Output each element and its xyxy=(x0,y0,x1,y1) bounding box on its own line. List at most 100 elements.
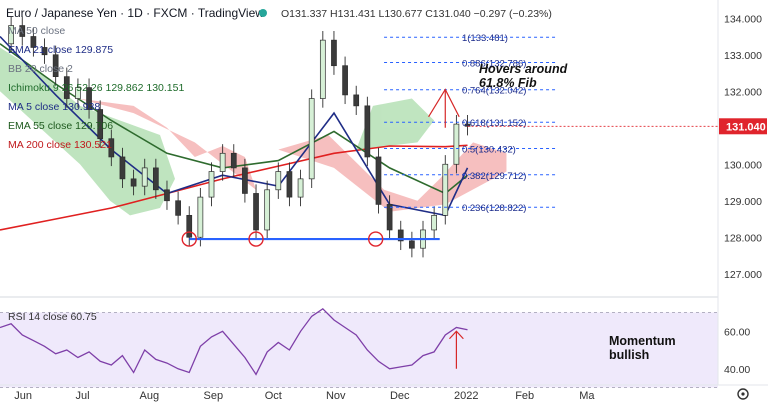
candle-body xyxy=(364,105,371,158)
rsi-legend: RSI 14 close 60.75 xyxy=(8,311,97,323)
price-tick-label: 134.000 xyxy=(724,13,762,25)
time-tick-label: Dec xyxy=(390,390,410,402)
ichimoku-cloud xyxy=(0,47,507,216)
candle-body xyxy=(52,54,59,77)
time-tick-label: Oct xyxy=(265,390,282,402)
indicator-legend: MA 200 close 130.521 xyxy=(8,139,112,151)
candle-body xyxy=(386,204,393,231)
time-tick-label: Sep xyxy=(204,390,224,402)
candle-body xyxy=(41,47,48,56)
fib-level-label: 0.5(130.432) xyxy=(462,144,516,155)
rsi-tick-label: 40.00 xyxy=(724,364,750,376)
candle-body xyxy=(264,189,271,231)
candle-body xyxy=(97,109,104,140)
symbol-title: Euro / Japanese Yen · 1D · FXCM · Tradin… xyxy=(6,6,264,20)
time-tick-label: Nov xyxy=(326,390,346,402)
indicator-legend: EMA 55 close 129.706 xyxy=(8,120,113,132)
candle-body xyxy=(8,25,14,45)
candle-body xyxy=(342,65,348,96)
candle-body xyxy=(75,87,81,99)
candle-body xyxy=(431,215,437,231)
rsi-annotation-line: bullish xyxy=(609,348,649,362)
candle-body xyxy=(186,215,193,238)
candle-body xyxy=(208,171,215,198)
indicator-legend: BB 20 close 2 xyxy=(8,63,73,75)
rsi-arrow-head xyxy=(449,330,464,340)
price-tick-label: 128.000 xyxy=(724,232,762,244)
time-tick-label: Feb xyxy=(515,390,534,402)
candle-body xyxy=(442,163,449,216)
price-tick-label: 127.000 xyxy=(724,269,762,281)
candle-body xyxy=(230,152,237,169)
fib-level-label: 0.886(132.786) xyxy=(462,59,526,70)
candle-body xyxy=(141,167,148,187)
candle-body xyxy=(19,25,26,37)
gear-hub xyxy=(741,392,745,396)
series-ma-200 xyxy=(0,144,468,231)
gear-ring xyxy=(737,388,749,400)
price-tick-label: 132.000 xyxy=(724,86,762,98)
status-dot xyxy=(259,9,267,17)
cloud-bullish-b xyxy=(356,98,435,150)
candle-body xyxy=(30,36,37,48)
fib-level-label: 0.382(129.712) xyxy=(462,171,526,182)
candle-body xyxy=(130,178,137,187)
candle-body xyxy=(397,229,404,242)
time-tick-label: Jun xyxy=(14,390,32,402)
time-tick-label: Aug xyxy=(139,390,159,402)
candle-body xyxy=(353,94,360,107)
ohlc-values: O131.337 H131.431 L130.677 C131.040 −0.2… xyxy=(281,8,552,20)
fib-level-label: 1(133.481) xyxy=(462,33,508,44)
price-badge-text: 131.040 xyxy=(726,121,766,133)
support-touch-circle xyxy=(367,231,384,247)
rsi-tick-label: 60.00 xyxy=(724,326,750,338)
price-tick-label: 129.000 xyxy=(724,196,762,208)
support-touch-circle xyxy=(248,231,264,247)
series-ema-21 xyxy=(0,35,469,217)
candle-body xyxy=(319,39,326,99)
price-tick-label: 133.000 xyxy=(724,50,762,62)
time-tick-label: Jul xyxy=(75,390,89,402)
series-ema-55 xyxy=(0,43,469,195)
candle-body xyxy=(63,76,70,99)
candle-body xyxy=(331,39,337,67)
candle-body xyxy=(164,189,170,202)
indicator-legend: Ichimoku 9 26 52 26 129.862 130.151 xyxy=(8,82,184,94)
candle-body xyxy=(297,178,304,198)
cloud-bearish-b xyxy=(278,135,507,212)
candle-body xyxy=(286,171,293,198)
candle-body xyxy=(175,200,181,216)
candle-body xyxy=(308,98,315,180)
candle-body xyxy=(453,123,460,165)
indicator-legend: EMA 21 close 129.875 xyxy=(8,44,113,56)
candle-body xyxy=(197,196,204,238)
gear-icon[interactable] xyxy=(737,388,749,400)
candle-body xyxy=(219,152,226,172)
price-badge xyxy=(719,118,767,135)
candle-body xyxy=(409,240,415,249)
rsi-line xyxy=(0,307,468,376)
time-tick-label: Ma xyxy=(579,390,595,402)
fib-level-label: 0.236(128.822) xyxy=(462,203,526,214)
candle-body xyxy=(242,167,248,194)
candle-body xyxy=(275,171,282,191)
fib-level-label: 0.764(132.042) xyxy=(462,86,526,97)
fib-annotation-line: 61.8% Fib xyxy=(479,76,537,90)
candle-body xyxy=(375,156,382,205)
fib-annotation-line: Hovers around xyxy=(479,62,568,76)
price-tick-label: 130.000 xyxy=(724,159,762,171)
indicator-legend: MA 50 close xyxy=(8,25,65,37)
cloud-bullish xyxy=(0,47,175,216)
fib-level-label: 0.618(131.152) xyxy=(462,118,526,129)
rsi-annotation-line: Momentum xyxy=(609,334,676,348)
candle-body xyxy=(108,138,115,158)
candle-body xyxy=(253,193,259,231)
rsi-band xyxy=(0,312,718,388)
candle-body xyxy=(152,167,159,191)
indicator-legend: MA 5 close 130.938 xyxy=(8,101,100,113)
support-touch-circle xyxy=(181,231,197,247)
time-tick-label: 2022 xyxy=(454,390,478,402)
candle-body xyxy=(86,87,92,110)
